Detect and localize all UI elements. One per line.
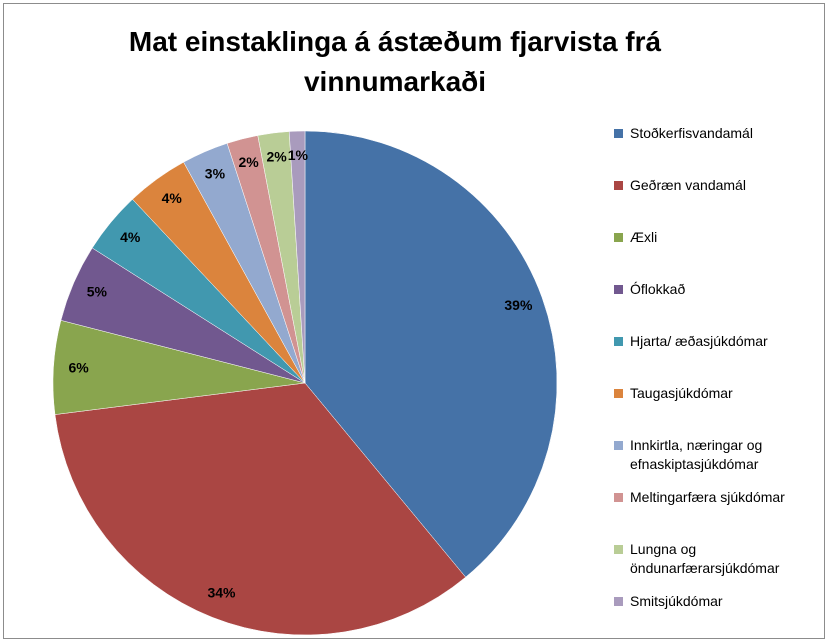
legend-swatch [614,233,623,242]
data-label: 2% [238,154,259,170]
chart-border [3,3,825,639]
chart-title: Mat einstaklinga á ástæðum fjarvista frá… [128,26,662,97]
legend-swatch [614,597,623,606]
legend-item: Lungna og öndunarfærarsjúkdómar [614,540,814,578]
data-label: 39% [504,297,533,313]
legend-label: Æxli [630,229,658,245]
legend-swatch [614,441,623,450]
data-label: 4% [162,190,183,206]
legend-item: Óflokkað [614,280,814,299]
legend-item: Æxli [614,228,814,247]
legend-swatch [614,129,623,138]
legend-item: Stoðkerfisvandamál [614,124,814,143]
legend-swatch [614,181,623,190]
legend-swatch [614,389,623,398]
legend-label: Innkirtla, næringar og efnaskiptasjúkdóm… [630,437,763,472]
legend-item: Innkirtla, næringar og efnaskiptasjúkdóm… [614,436,814,474]
data-label: 6% [69,359,90,375]
legend-label: Lungna og öndunarfærarsjúkdómar [630,541,780,576]
data-label: 34% [207,585,236,601]
pie-slice [54,382,466,636]
data-label: 5% [87,284,108,300]
data-label: 3% [205,166,226,182]
data-label: 1% [288,147,309,163]
legend-item: Geðræn vandamál [614,176,814,195]
pie-slice [288,130,306,384]
legend-label: Taugasjúkdómar [630,385,733,401]
legend-item: Meltingarfæra sjúkdómar [614,488,814,507]
legend-label: Stoðkerfisvandamál [630,125,753,141]
legend-label: Smitsjúkdómar [630,593,723,609]
legend-swatch [614,493,623,502]
legend-label: Hjarta/ æðasjúkdómar [630,333,768,349]
legend-label: Meltingarfæra sjúkdómar [630,489,785,505]
legend-item: Smitsjúkdómar [614,592,814,611]
legend-item: Taugasjúkdómar [614,384,814,403]
legend-swatch [614,285,623,294]
pie-slice [304,130,558,578]
legend-label: Óflokkað [630,281,686,297]
legend-swatch [614,337,623,346]
legend-item: Hjarta/ æðasjúkdómar [614,332,814,351]
data-label: 2% [266,149,287,165]
data-label: 4% [120,229,141,245]
legend-label: Geðræn vandamál [630,177,746,193]
legend-swatch [614,545,623,554]
